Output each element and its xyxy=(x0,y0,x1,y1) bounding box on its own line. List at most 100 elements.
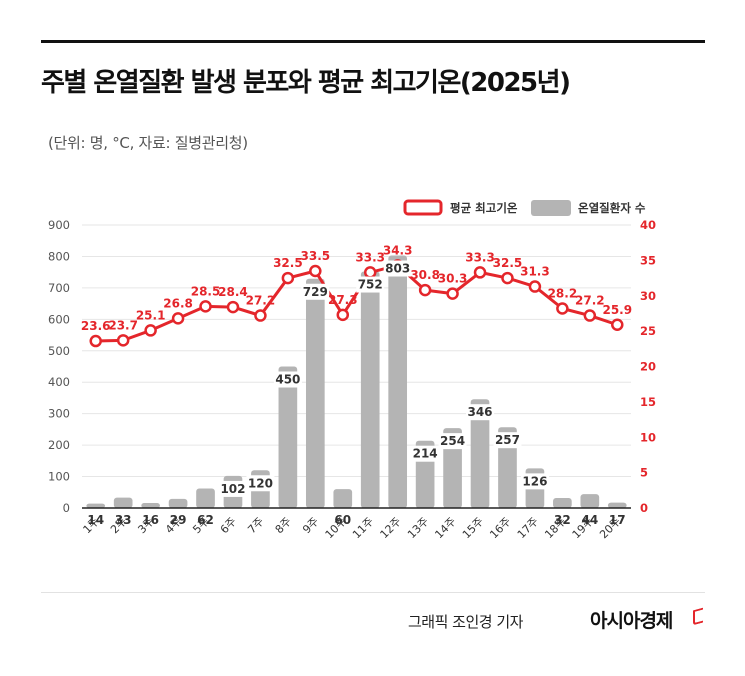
y-left-tick-label: 100 xyxy=(48,470,70,484)
bar-value-box xyxy=(466,404,495,421)
legend-bar-swatch xyxy=(531,200,571,216)
legend-bar-label: 온열질환자 수 xyxy=(578,201,646,215)
bar-value-label: 450 xyxy=(275,373,300,387)
temperature-value-label: 27.2 xyxy=(246,294,276,308)
temperature-point xyxy=(89,334,102,348)
bar-value-label: 257 xyxy=(495,433,520,447)
y-right-tick-label: 0 xyxy=(640,501,648,515)
temperature-point xyxy=(171,312,185,325)
y-left-tick-label: 400 xyxy=(48,375,70,389)
bar-value-label: 214 xyxy=(413,447,438,461)
x-tick-label: 16주 xyxy=(487,515,513,541)
temperature-point xyxy=(611,318,624,332)
y-left-tick-label: 500 xyxy=(48,344,70,358)
temperature-value-label: 26.8 xyxy=(163,296,193,310)
bar xyxy=(388,255,408,508)
bottom-rule xyxy=(41,592,705,593)
bar-value-box xyxy=(383,260,412,277)
y-right-tick-label: 25 xyxy=(640,324,656,338)
bar-value-label: 44 xyxy=(581,513,598,527)
bar xyxy=(86,503,106,508)
chart-title: 주별 온열질환 발생 분포와 평균 최고기온(2025년) xyxy=(41,68,571,98)
temperature-point xyxy=(556,302,569,315)
x-tick-label: 15주 xyxy=(460,515,486,541)
bar-value-label: 16 xyxy=(142,513,159,527)
x-tick-label: 13주 xyxy=(405,515,431,541)
bar-value-label: 29 xyxy=(170,513,187,527)
temperature-value-label: 27.2 xyxy=(575,294,605,308)
temperature-value-label: 30.8 xyxy=(410,268,440,282)
bar-value-box xyxy=(411,445,440,462)
temperature-point xyxy=(336,308,350,322)
y-right-tick-label: 35 xyxy=(640,253,656,267)
bar-value-label: 60 xyxy=(334,513,351,527)
temperature-value-label: 34.3 xyxy=(383,243,413,257)
bar-value-label: 254 xyxy=(440,434,465,448)
y-left-tick-label: 200 xyxy=(48,438,70,452)
y-left-tick-label: 700 xyxy=(48,281,70,295)
temperature-value-label: 31.3 xyxy=(520,265,550,279)
legend: 평균 최고기온 온열질환자 수 xyxy=(403,199,646,216)
brand-logo-text: 아시아경제 xyxy=(590,610,673,632)
bar xyxy=(607,502,627,508)
y-right-tick-label: 40 xyxy=(640,218,656,232)
temperature-point xyxy=(199,300,212,313)
bar-value-label: 803 xyxy=(385,262,410,276)
bar xyxy=(168,498,188,508)
credit-text: 그래픽 조인경 기자 xyxy=(408,613,523,631)
temperature-point xyxy=(583,309,597,322)
x-tick-label: 14주 xyxy=(432,515,458,541)
bar-value-label: 33 xyxy=(115,513,132,527)
x-tick-label: 17주 xyxy=(515,515,541,541)
legend-line-swatch xyxy=(403,199,443,216)
bar-value-box xyxy=(438,433,467,450)
temperature-point xyxy=(473,266,487,279)
bar-value-box xyxy=(246,475,275,492)
temperature-point xyxy=(116,334,130,347)
bar-value-label: 102 xyxy=(220,482,245,496)
temperature-value-label: 30.3 xyxy=(438,272,468,286)
bar-value-label: 752 xyxy=(358,278,383,292)
temperature-point xyxy=(226,300,240,314)
y-left-tick-label: 300 xyxy=(48,407,70,421)
top-rule xyxy=(41,40,705,43)
temperature-point xyxy=(254,309,267,322)
temperature-value-label: 28.2 xyxy=(548,286,578,300)
bar xyxy=(470,399,490,508)
temperature-point xyxy=(418,283,432,297)
temperature-point xyxy=(309,264,322,278)
bar-value-label: 32 xyxy=(554,513,571,527)
temperature-point xyxy=(501,271,514,285)
bar xyxy=(113,497,133,508)
y-right-tick-label: 30 xyxy=(640,289,656,303)
temperature-value-label: 25.1 xyxy=(136,308,166,322)
bar-value-label: 17 xyxy=(609,513,626,527)
temperature-value-label: 32.5 xyxy=(493,256,523,270)
x-tick-label: 6주 xyxy=(218,515,239,536)
bar xyxy=(305,278,325,508)
bar-value-label: 62 xyxy=(197,513,214,527)
bar-value-box xyxy=(520,473,549,490)
temperature-point xyxy=(446,287,459,300)
temperature-value-label: 27.3 xyxy=(328,293,358,307)
temperature-value-label: 23.7 xyxy=(108,318,138,332)
temperature-point xyxy=(281,271,295,285)
bar xyxy=(580,494,600,508)
line-layer xyxy=(89,259,624,348)
bar-value-box xyxy=(273,371,302,388)
x-tick-label: 12주 xyxy=(378,515,404,541)
y-left-tick-label: 900 xyxy=(48,218,70,232)
bar-value-label: 14 xyxy=(87,513,104,527)
bar xyxy=(360,271,380,508)
x-tick-label: 9주 xyxy=(300,515,321,536)
brand-mark-icon xyxy=(693,607,703,626)
y-right-tick-label: 10 xyxy=(640,430,656,444)
y-right-tick-label: 5 xyxy=(640,466,648,480)
y-left-tick-label: 600 xyxy=(48,312,70,326)
y-right-tick-label: 20 xyxy=(640,360,656,374)
bar xyxy=(278,366,298,508)
temperature-value-label: 25.9 xyxy=(602,303,632,317)
bar-value-box xyxy=(493,432,522,449)
